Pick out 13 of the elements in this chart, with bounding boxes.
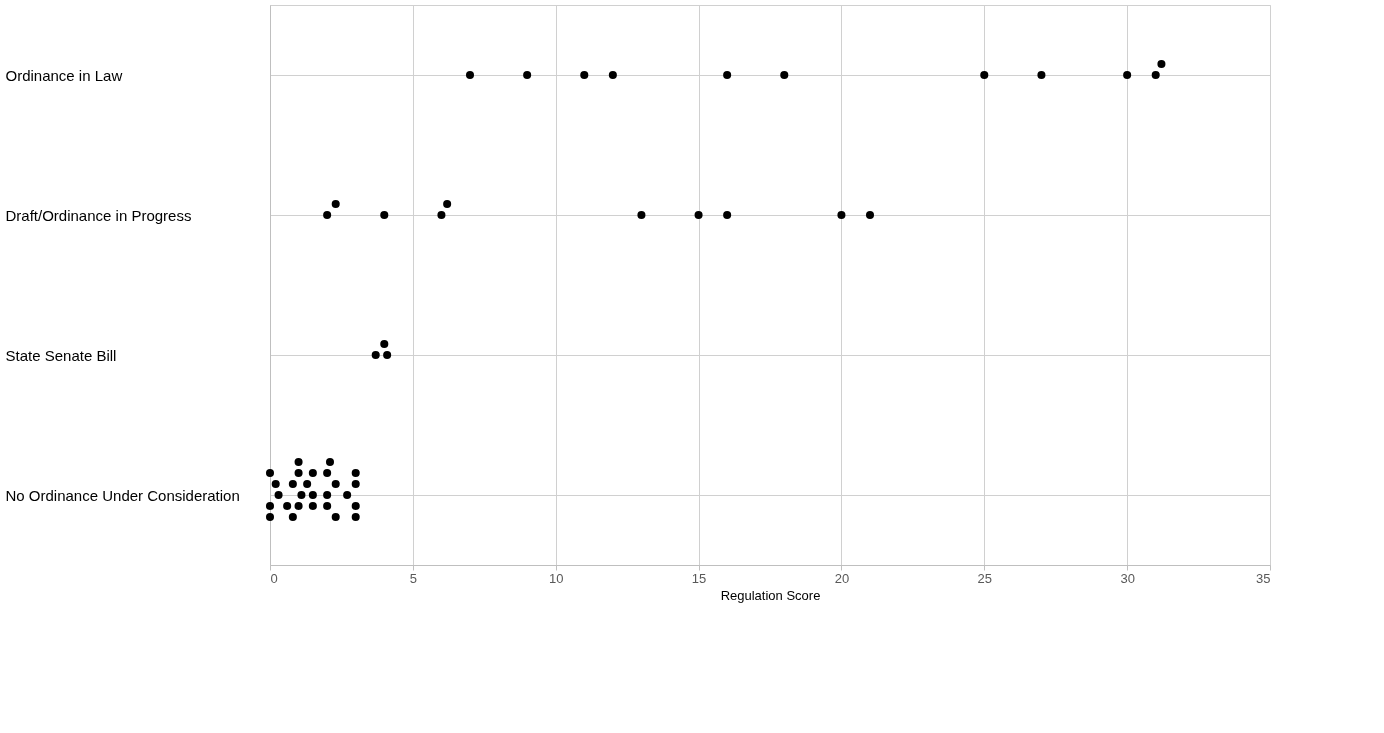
y-tick-label: Ordinance in Law — [5, 66, 123, 84]
x-tick-label: 5 — [409, 570, 417, 586]
y-tick-label: Draft/Ordinance in Progress — [5, 206, 192, 224]
x-tick-label: 0 — [270, 570, 278, 586]
x-tick-label: 20 — [834, 570, 850, 586]
x-tick-label: 10 — [548, 570, 564, 586]
x-tick-label: 25 — [977, 570, 993, 586]
y-tick-label: No Ordinance Under Consideration — [5, 486, 240, 504]
x-tick-label: 15 — [691, 570, 707, 586]
x-axis-title: Regulation Score — [720, 587, 821, 603]
y-tick-label: State Senate Bill — [5, 346, 117, 364]
x-tick-label: 35 — [1256, 570, 1271, 586]
x-tick-label: 30 — [1120, 570, 1135, 586]
